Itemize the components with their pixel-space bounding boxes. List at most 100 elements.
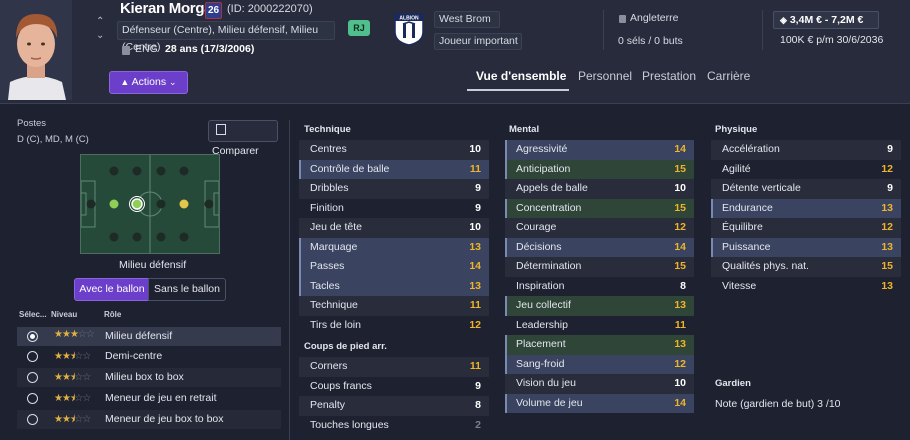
attribute-row[interactable]: Concentration 15 [505,198,694,218]
role-name: Meneur de jeu box to box [105,413,224,425]
attribute-row[interactable]: Penalty 8 [299,396,489,416]
attribute-label: Technique [310,299,358,311]
attribute-row[interactable]: Équilibre 12 [711,218,901,238]
highlight-bar [299,237,301,257]
attribute-label: Vision du jeu [516,377,576,389]
attribute-row[interactable]: Technique 11 [299,296,489,316]
attribute-row[interactable]: Agilité 12 [711,160,901,180]
highlight-bar [299,276,301,296]
attribute-value: 15 [674,201,686,214]
role-radio[interactable] [27,351,38,362]
attribute-row[interactable]: Puissance 13 [711,237,901,257]
compare-button[interactable]: Comparer [208,120,278,157]
attribute-value: 13 [881,201,893,214]
attribute-row[interactable]: Qualités phys. nat. 15 [711,257,901,277]
attribute-label: Endurance [722,201,773,214]
attribute-row[interactable]: Anticipation 15 [505,159,694,179]
chevron-up-icon[interactable]: ⌃ [96,16,105,27]
attribute-row[interactable]: Jeu collectif 13 [505,296,694,316]
highlight-bar [299,159,301,179]
attribute-value: 12 [881,162,893,175]
attribute-label: Penalty [310,399,346,411]
attribute-row[interactable]: Placement 13 [505,335,694,355]
attribute-row[interactable]: Endurance 13 [711,198,901,218]
attribute-row[interactable]: Vitesse 13 [711,277,901,297]
chevron-down-icon[interactable]: ⌄ [96,30,105,41]
attribute-row[interactable]: Coups francs 9 [299,377,489,397]
attribute-value: 13 [469,279,481,292]
role-name: Demi-centre [105,350,163,362]
attribute-label: Leadership [516,318,568,331]
age-badge: 26 [205,2,222,19]
attribute-row[interactable]: Inspiration 8 [505,277,694,297]
attribute-row[interactable]: Tacles 13 [299,276,489,296]
attribute-row[interactable]: Appels de balle 10 [505,179,694,199]
tab-career[interactable]: Carrière [707,69,751,83]
attribute-value: 15 [881,260,893,272]
attribute-row[interactable]: Sang-froid 12 [505,354,694,374]
tab-overview[interactable]: Vue d'ensemble [476,69,567,83]
attribute-value: 9 [475,379,481,392]
club-name[interactable]: West Brom [434,11,500,28]
attribute-row[interactable]: Touches longues 2 [299,416,489,436]
attribute-value: 14 [674,143,686,155]
attribute-value: 2 [475,418,481,431]
level-column-header: Niveau [51,310,78,319]
without-ball-toggle[interactable]: Sans le ballon [148,278,226,301]
attribute-label: Qualités phys. nat. [722,260,809,272]
attribute-label: Tirs de loin [310,318,361,331]
role-row[interactable]: ★★★☆☆ Milieu défensif [17,327,281,346]
attribute-value: 10 [674,182,686,194]
panel-divider [289,120,290,440]
attribute-row[interactable]: Jeu de tête 10 [299,218,489,238]
role-row[interactable]: ★★⯨☆☆ Meneur de jeu en retrait [17,389,281,408]
attribute-value: 8 [680,279,686,292]
attribute-label: Marquage [310,240,358,253]
club-status: Joueur important [434,33,522,50]
attribute-row[interactable]: Courage 12 [505,218,694,238]
attribute-row[interactable]: Contrôle de balle 11 [299,159,489,179]
attribute-label: Courage [516,221,557,233]
attribute-row[interactable]: Vision du jeu 10 [505,374,694,394]
attribute-row[interactable]: Centres 10 [299,140,489,160]
role-radio[interactable] [27,331,38,342]
attribute-row[interactable]: Finition 9 [299,199,489,219]
role-radio[interactable] [27,372,38,383]
attribute-row[interactable]: Marquage 13 [299,237,489,257]
attribute-row[interactable]: Volume de jeu 14 [505,393,694,413]
club-logo-icon[interactable]: ALBION [393,12,425,46]
attribute-row[interactable]: Décisions 14 [505,237,694,257]
attribute-label: Corners [310,360,348,372]
pitch-diagram[interactable] [80,154,220,254]
highlight-bar [505,296,507,316]
positions-field: Défenseur (Centre), Milieu défensif, Mil… [117,21,335,53]
attribute-label: Inspiration [516,279,565,292]
role-row[interactable]: ★★⯨☆☆ Demi-centre [17,347,281,366]
player-age: 28 ans (17/3/2006) [165,43,255,55]
attribute-value: 12 [469,318,481,331]
compare-icon [216,124,226,135]
attribute-row[interactable]: Détente verticale 9 [711,179,901,199]
attribute-row[interactable]: Tirs de loin 12 [299,316,489,336]
attribute-row[interactable]: Leadership 11 [505,316,694,336]
attribute-row[interactable]: Agressivité 14 [505,140,694,160]
attribute-value: 11 [674,318,686,331]
attribute-row[interactable]: Corners 11 [299,357,489,377]
tab-performance[interactable]: Prestation [642,69,697,83]
international-country[interactable]: Angleterre [630,12,679,24]
role-radio[interactable] [27,393,38,404]
attribute-row[interactable]: Dribbles 9 [299,179,489,199]
tab-personal[interactable]: Personnel [578,69,633,83]
attribute-row[interactable]: Détermination 15 [505,257,694,277]
attribute-row[interactable]: Passes 14 [299,257,489,277]
attribute-row[interactable]: Accélération 9 [711,140,901,160]
role-row[interactable]: ★★⯨☆☆ Milieu box to box [17,368,281,387]
with-ball-toggle[interactable]: Avec le ballon [74,278,150,301]
actions-button[interactable]: ▲ Actions ⌄ [109,71,188,94]
attribute-label: Décisions [516,240,562,253]
attribute-label: Agressivité [516,143,568,155]
attribute-label: Détermination [516,260,582,272]
role-radio[interactable] [27,414,38,425]
role-row[interactable]: ★★⯨☆☆ Meneur de jeu box to box [17,410,281,429]
attribute-label: Jeu de tête [310,221,362,233]
